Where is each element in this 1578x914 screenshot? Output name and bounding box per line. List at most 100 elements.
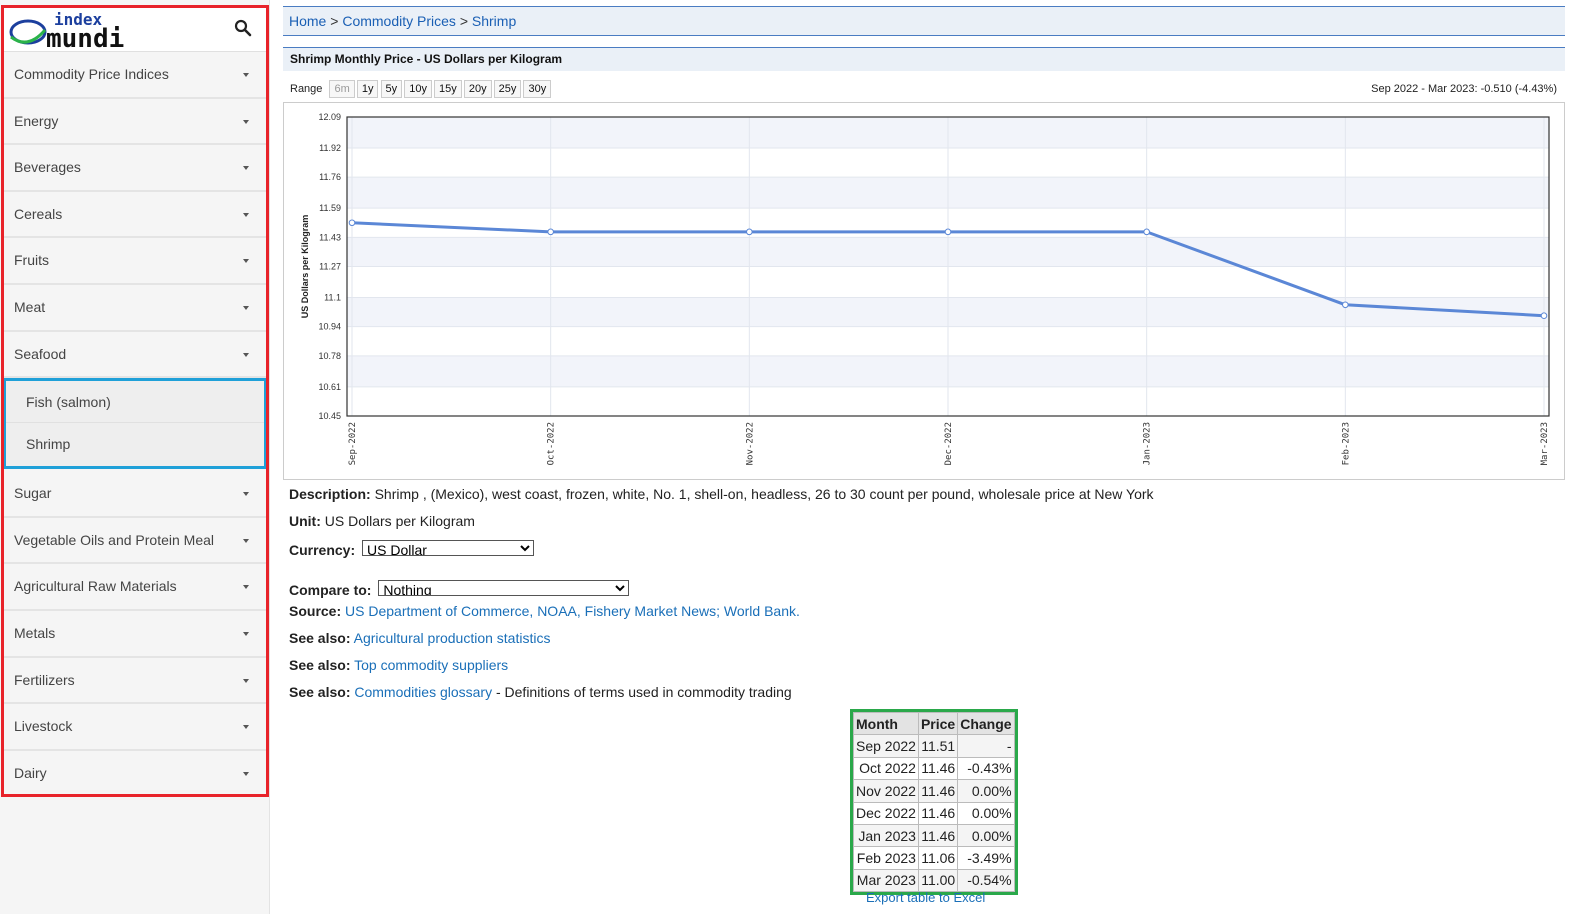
chart-title: Shrimp Monthly Price - US Dollars per Ki… bbox=[283, 47, 1565, 71]
nav-item-fruits[interactable]: Fruits bbox=[4, 238, 266, 285]
nav-item-label: Livestock bbox=[14, 718, 73, 735]
column-header-price: Price bbox=[917, 711, 959, 736]
compare-select[interactable]: Nothing bbox=[378, 580, 630, 596]
nav-item-seafood[interactable]: Seafood bbox=[4, 331, 266, 379]
cell-change: -0.43% bbox=[957, 756, 1015, 781]
caret-down-icon bbox=[243, 305, 249, 310]
top-suppliers-link[interactable]: Top commodity suppliers bbox=[354, 657, 509, 673]
cell-month: Feb 2023 bbox=[853, 846, 919, 870]
price-chart-svg: 10.45 10.61 10.78 10.94 11.1 11.27 11.43 11.59 1… bbox=[300, 112, 1550, 465]
nav-item-livestock[interactable]: Livestock bbox=[4, 704, 266, 751]
nav-item-commodity-price-indices[interactable]: Commodity Price Indices bbox=[4, 52, 266, 99]
index-mundi-logo[interactable]: index mundi bbox=[8, 10, 158, 50]
caret-down-icon bbox=[243, 631, 249, 636]
glossary-link[interactable]: Commodities glossary bbox=[354, 684, 493, 700]
cell-price: 11.46 bbox=[917, 756, 959, 781]
range-button-20y[interactable]: 20y bbox=[463, 80, 492, 98]
data-point bbox=[944, 228, 952, 236]
range-button-6m[interactable]: 6m bbox=[329, 80, 355, 98]
cell-price: 11.00 bbox=[917, 868, 959, 893]
agricultural-production-link[interactable]: Agricultural production statistics bbox=[353, 630, 551, 646]
sub-item-shrimp[interactable]: Shrimp bbox=[26, 436, 71, 453]
breadcrumb-home[interactable]: Home bbox=[289, 13, 327, 29]
y-tick-label: 10.94 bbox=[318, 322, 341, 332]
caret-down-icon bbox=[243, 678, 249, 683]
cell-month: Mar 2023 bbox=[853, 868, 919, 893]
export-excel-link[interactable]: Export table to Excel bbox=[866, 890, 986, 905]
cell-change: - bbox=[957, 734, 1015, 758]
compare-line: Compare to: Nothing bbox=[289, 580, 630, 598]
breadcrumb-commodity-prices[interactable]: Commodity Prices bbox=[342, 13, 456, 29]
cell-month: Dec 2022 bbox=[853, 801, 919, 825]
cell-month: Sep 2022 bbox=[853, 734, 919, 758]
range-button-10y[interactable]: 10y bbox=[404, 80, 432, 98]
cell-month: Nov 2022 bbox=[853, 779, 919, 803]
sidebar: index mundi Commodity Price Indices Ener… bbox=[0, 0, 270, 914]
table-row: Feb 2023 11.06 -3.49% bbox=[853, 846, 1015, 870]
range-button-5y[interactable]: 5y bbox=[380, 80, 403, 98]
nav-item-vegetable-oils[interactable]: Vegetable Oils and Protein Meal bbox=[4, 517, 266, 565]
nav-item-agricultural-raw-materials[interactable]: Agricultural Raw Materials bbox=[4, 564, 266, 611]
nav-item-metals[interactable]: Metals bbox=[4, 610, 266, 658]
y-tick-label: 11.1 bbox=[324, 292, 341, 302]
nav-item-label: Commodity Price Indices bbox=[14, 66, 169, 82]
range-button-15y[interactable]: 15y bbox=[434, 80, 462, 98]
unit-line: Unit: US Dollars per Kilogram bbox=[289, 513, 475, 529]
caret-down-icon bbox=[243, 166, 249, 171]
x-tick-label: Sep-2022 bbox=[348, 422, 358, 465]
data-point bbox=[1143, 228, 1150, 236]
nav-item-label: Dairy bbox=[14, 764, 47, 781]
nav-item-label: Seafood bbox=[14, 345, 67, 362]
range-button-30y[interactable]: 30y bbox=[523, 80, 552, 98]
table-row: Oct 2022 11.46 -0.43% bbox=[853, 756, 1015, 781]
nav-item-sugar[interactable]: Sugar bbox=[4, 471, 266, 518]
caret-down-icon bbox=[243, 73, 249, 77]
cell-price: 11.51 bbox=[917, 734, 959, 758]
range-button-1y[interactable]: 1y bbox=[356, 80, 379, 98]
source-line: Source: US Department of Commerce, NOAA,… bbox=[289, 603, 800, 619]
nav-item-cereals[interactable]: Cereals bbox=[4, 191, 266, 239]
see-also-line-3: See also: Commodities glossary - Definit… bbox=[289, 684, 792, 700]
nav-item-meat[interactable]: Meat bbox=[4, 284, 266, 332]
y-tick-label: 11.59 bbox=[319, 203, 341, 213]
table-row: Dec 2022 11.46 0.00% bbox=[853, 801, 1015, 825]
x-tick-label: Oct-2022 bbox=[547, 422, 557, 465]
search-icon[interactable] bbox=[233, 18, 253, 38]
column-header-change: Change bbox=[957, 711, 1015, 736]
caret-down-icon bbox=[243, 119, 249, 124]
cell-price: 11.46 bbox=[917, 779, 959, 803]
range-button-25y[interactable]: 25y bbox=[493, 80, 522, 98]
description-text: Shrimp , (Mexico), west coast, frozen, w… bbox=[374, 486, 1154, 502]
data-point bbox=[1342, 301, 1349, 309]
caret-down-icon bbox=[243, 492, 249, 497]
breadcrumb: Home > Commodity Prices > Shrimp bbox=[283, 6, 1565, 36]
range-label: Range bbox=[290, 83, 323, 95]
sub-item-fish-salmon[interactable]: Fish (salmon) bbox=[6, 381, 264, 424]
nav-item-fertilizers[interactable]: Fertilizers bbox=[4, 657, 266, 705]
caret-down-icon bbox=[243, 538, 249, 543]
nav-item-label: Energy bbox=[14, 112, 59, 129]
cell-change: 0.00% bbox=[957, 801, 1015, 825]
currency-select[interactable]: US Dollar bbox=[362, 540, 535, 556]
price-table-frame: Month Price Change Sep 2022 11.51- Oct 202… bbox=[850, 709, 1018, 896]
see-also-label: See also: bbox=[289, 657, 351, 673]
see-also-label: See also: bbox=[289, 684, 351, 700]
nav-item-energy[interactable]: Energy bbox=[4, 98, 266, 146]
see-also-label: See also: bbox=[289, 630, 351, 646]
breadcrumb-shrimp[interactable]: Shrimp bbox=[471, 13, 517, 29]
data-point bbox=[348, 219, 356, 227]
price-table: Month Price Change Sep 2022 11.51- Oct 202… bbox=[853, 711, 1015, 893]
nav-item-label: Cereals bbox=[14, 205, 63, 222]
y-axis-label: US Dollars per Kilogram bbox=[300, 215, 310, 319]
cell-change: 0.00% bbox=[957, 823, 1015, 848]
caret-down-icon bbox=[243, 212, 249, 217]
nav-item-beverages[interactable]: Beverages bbox=[4, 145, 266, 192]
cell-change: -0.54% bbox=[957, 868, 1015, 893]
cell-month: Jan 2023 bbox=[853, 823, 919, 848]
glossary-suffix: - Definitions of terms used in commodity… bbox=[492, 684, 792, 700]
nav-item-dairy[interactable]: Dairy bbox=[4, 750, 266, 798]
nav-item-label: Agricultural Raw Materials bbox=[14, 578, 177, 595]
data-point bbox=[1540, 312, 1548, 320]
source-link[interactable]: US Department of Commerce, NOAA, Fishery… bbox=[345, 603, 800, 619]
currency-label: Currency: bbox=[289, 542, 356, 558]
